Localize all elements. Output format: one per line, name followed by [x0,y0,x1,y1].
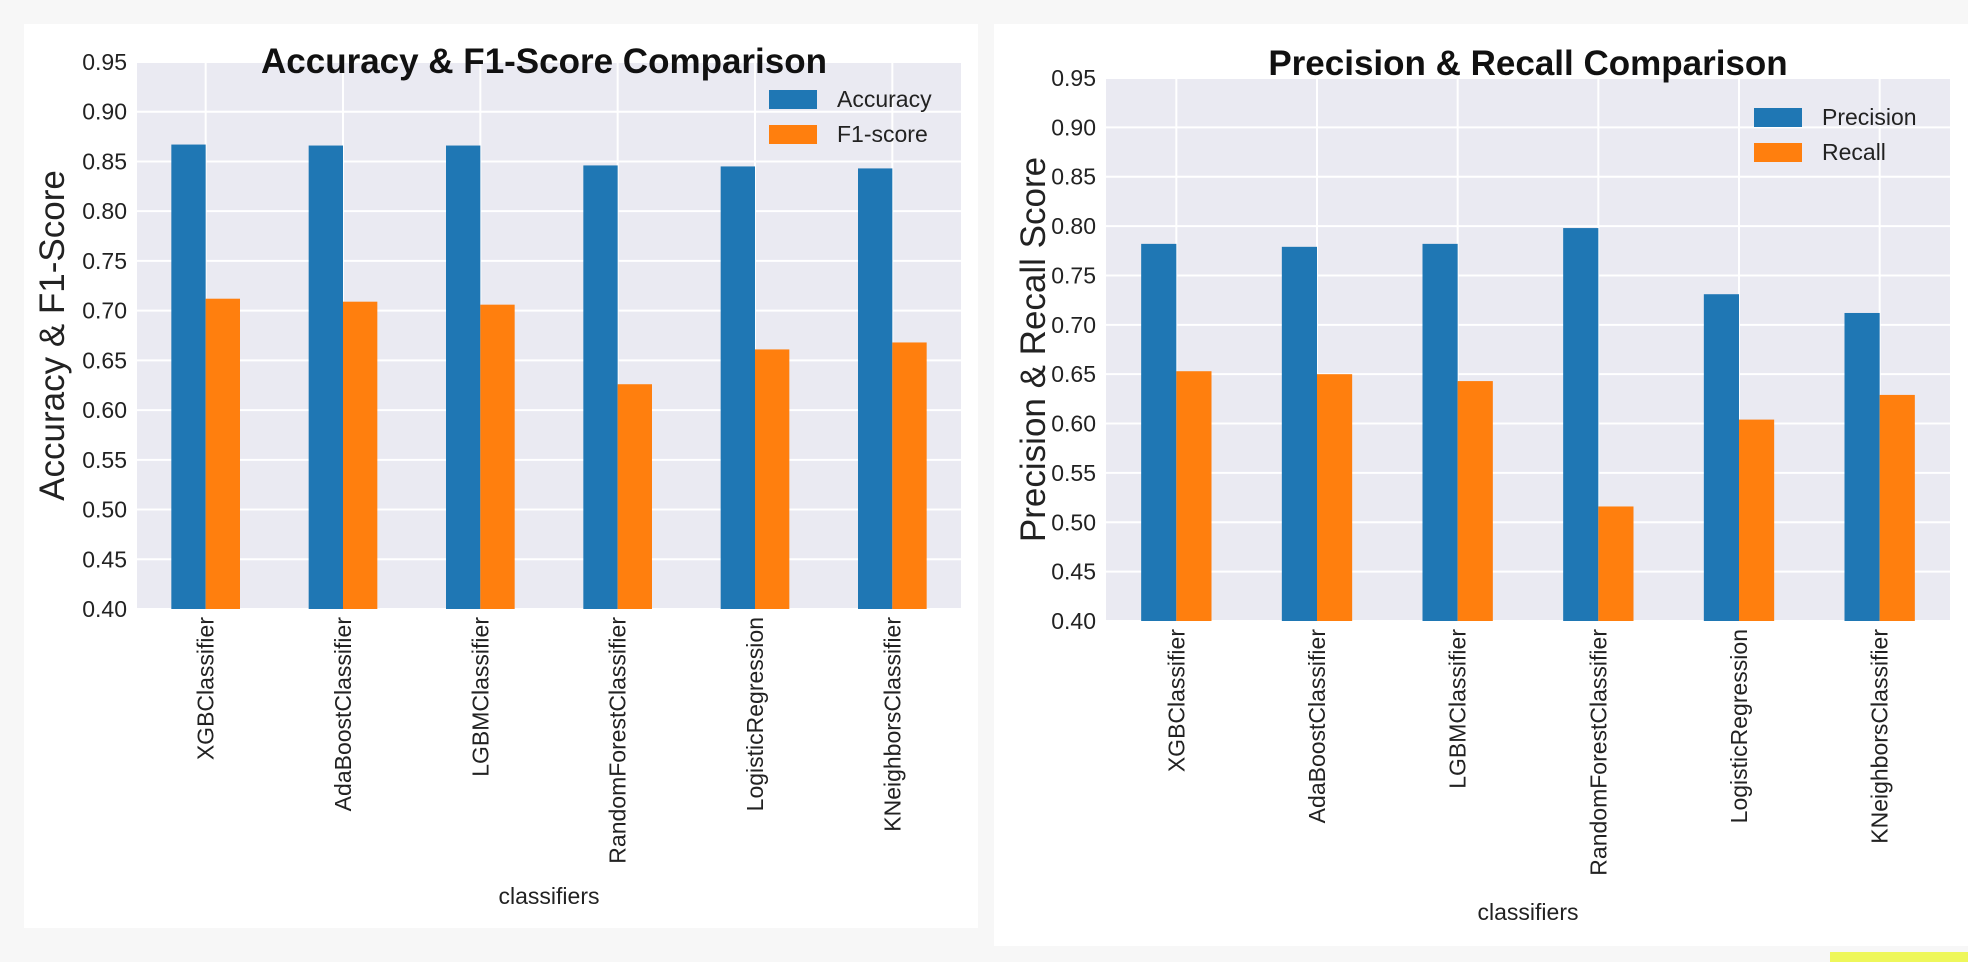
y-tick-label: 0.85 [82,148,127,174]
y-tick-label: 0.50 [82,497,127,523]
chart-title: Accuracy & F1-Score Comparison [261,42,827,81]
legend-swatch [1754,143,1802,162]
y-tick-label: 0.80 [1051,213,1096,239]
bar-f1-score-4 [755,349,790,609]
y-tick-label: 0.70 [1051,312,1096,338]
bar-precision-3 [1563,228,1599,621]
x-tick-label: LGBMClassifier [1445,629,1471,789]
x-axis-label: classifiers [499,883,600,909]
chart-panel-precision-recall: 0.40 0.45 0.50 0.55 0.60 0.65 0.70 0.75 0.80 0.85… [994,24,1968,946]
bar-precision-2 [1422,243,1458,621]
bar-precision-5 [1844,312,1880,621]
y-tick-label: 0.65 [82,347,127,373]
y-tick-label: 0.40 [82,596,127,622]
x-tick-label: AdaBoostClassifier [330,617,356,812]
bar-accuracy-5 [858,168,893,609]
plot-area [137,62,961,609]
x-tick-label: AdaBoostClassifier [1304,629,1330,824]
legend-label: Recall [1822,139,1886,165]
bar-precision-1 [1281,246,1317,621]
x-tick-label: RandomForestClassifier [605,617,631,864]
y-tick-label: 0.60 [82,397,127,423]
y-tick-label: 0.75 [82,248,127,274]
legend-label: Precision [1822,104,1917,130]
bar-f1-score-5 [892,342,927,609]
bar-precision-0 [1141,243,1177,621]
bar-recall-0 [1176,371,1212,621]
y-tick-label: 0.45 [1051,559,1096,585]
bar-recall-1 [1317,374,1353,621]
x-tick-label: LGBMClassifier [467,617,493,777]
chart-accuracy-f1: 0.40 0.45 0.50 0.55 0.60 0.65 0.70 0.75 0.80 0.85… [33,42,961,909]
bar-f1-score-1 [343,301,378,609]
bar-recall-5 [1879,394,1915,621]
bar-accuracy-2 [446,145,481,609]
y-tick-label: 0.85 [1051,164,1096,190]
x-tick-label: XGBClassifier [1163,629,1189,772]
legend-swatch [769,90,817,109]
bar-accuracy-3 [583,165,618,609]
legend-label: F1-score [837,121,928,147]
y-tick-label: 0.60 [1051,411,1096,437]
y-tick-label: 0.40 [1051,608,1096,634]
bar-recall-3 [1598,506,1634,621]
bar-accuracy-0 [171,144,206,609]
y-tick-label: 0.55 [1051,460,1096,486]
y-tick-label: 0.90 [82,99,127,125]
y-axis-label: Precision & Recall Score [1014,157,1053,542]
y-tick-label: 0.95 [82,49,127,75]
x-tick-label: LogisticRegression [1726,629,1752,823]
y-tick-label: 0.70 [82,298,127,324]
x-tick-label: KNeighborsClassifier [879,617,905,832]
plot-area [1106,78,1950,621]
chart-panel-accuracy-f1: 0.40 0.45 0.50 0.55 0.60 0.65 0.70 0.75 0.80 0.85… [24,24,978,928]
legend-label: Accuracy [837,86,932,112]
bar-f1-score-0 [205,298,240,609]
x-tick-label: RandomForestClassifier [1585,629,1611,876]
chart-precision-recall: 0.40 0.45 0.50 0.55 0.60 0.65 0.70 0.75 0.80 0.85… [1014,44,1950,925]
bar-f1-score-2 [480,304,515,609]
y-tick-label: 0.50 [1051,509,1096,535]
y-tick-label: 0.80 [82,198,127,224]
y-tick-label: 0.95 [1051,65,1096,91]
y-tick-label: 0.45 [82,546,127,572]
bar-accuracy-4 [720,166,755,609]
y-tick-label: 0.55 [82,447,127,473]
y-tick-label: 0.75 [1051,262,1096,288]
highlight-marker [1830,952,1968,962]
x-tick-label: XGBClassifier [193,617,219,760]
bar-accuracy-1 [308,145,343,609]
legend-swatch [1754,108,1802,127]
x-tick-label: KNeighborsClassifier [1867,629,1893,844]
x-axis-label: classifiers [1478,899,1579,925]
y-tick-label: 0.90 [1051,114,1096,140]
bar-recall-2 [1457,381,1493,621]
x-tick-label: LogisticRegression [742,617,768,811]
y-tick-label: 0.65 [1051,361,1096,387]
y-axis-label: Accuracy & F1-Score [33,170,72,501]
bar-recall-4 [1739,419,1775,621]
bar-f1-score-3 [617,384,652,609]
chart-title: Precision & Recall Comparison [1268,44,1787,83]
legend-swatch [769,125,817,144]
bar-precision-4 [1703,294,1739,621]
